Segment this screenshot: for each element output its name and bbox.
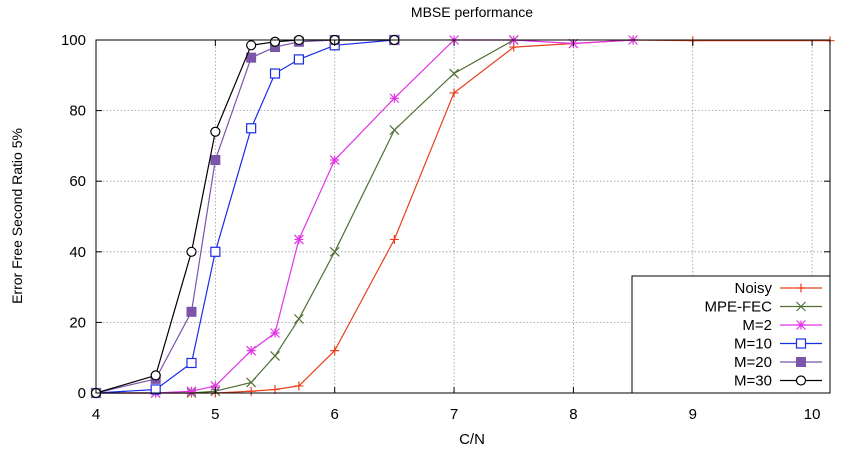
legend-box <box>631 275 831 394</box>
legend-item: Noisy <box>734 280 822 297</box>
circle-marker <box>269 36 281 47</box>
circle-marker <box>795 375 807 386</box>
y-tick-label: 100 <box>61 32 86 49</box>
series-line <box>95 39 395 394</box>
x-tick-label: 10 <box>804 406 821 423</box>
cross-marker <box>449 68 459 79</box>
legend-item: M=2 <box>742 317 822 334</box>
cross-marker <box>246 377 257 388</box>
plus-marker <box>246 386 256 396</box>
x-axis-label: C/N <box>459 431 485 448</box>
star-marker <box>796 320 806 330</box>
series-layer <box>90 34 835 399</box>
plus-marker <box>330 346 340 356</box>
x-tick-label: 8 <box>569 406 577 423</box>
cross-marker <box>796 301 806 312</box>
plus-marker <box>796 283 806 293</box>
plot-frame <box>95 39 831 394</box>
x-tick-label: 9 <box>689 406 697 423</box>
square-marker <box>246 123 257 134</box>
star-marker <box>246 345 257 356</box>
filled-square-marker <box>796 357 806 367</box>
series-4 <box>90 34 400 399</box>
star-marker <box>210 381 221 391</box>
star-marker <box>389 93 400 104</box>
cross-marker <box>329 246 340 257</box>
x-tick-label: 4 <box>92 406 100 423</box>
circle-marker <box>246 40 257 51</box>
circle-marker <box>186 246 197 257</box>
star-marker <box>293 234 304 245</box>
legend-label: M=20 <box>734 354 772 371</box>
cross-marker <box>293 313 304 324</box>
star-marker <box>329 155 340 165</box>
star-marker <box>270 328 280 338</box>
y-tick-label: 60 <box>69 173 86 190</box>
plus-marker <box>449 88 459 98</box>
legend-label: M=2 <box>742 317 772 334</box>
circle-marker <box>150 370 161 381</box>
series-6 <box>90 34 400 399</box>
x-tick-label: 5 <box>211 406 219 423</box>
cross-marker <box>270 351 280 361</box>
y-tick-label: 40 <box>69 244 86 261</box>
square-marker <box>186 357 197 369</box>
square-marker <box>293 54 304 65</box>
legend-label: MPE-FEC <box>705 299 773 316</box>
series-3 <box>91 35 638 398</box>
legend-item: M=10 <box>734 336 822 353</box>
legend-item: M=30 <box>734 373 822 390</box>
legend-item: M=20 <box>734 354 822 371</box>
series-line <box>95 39 395 394</box>
plus-marker <box>270 384 280 394</box>
legend-label: M=30 <box>734 373 772 390</box>
filled-square-marker <box>210 155 221 166</box>
star-marker <box>186 386 197 397</box>
square-marker <box>150 384 161 395</box>
square-marker <box>210 246 221 257</box>
square-marker <box>795 338 807 349</box>
y-tick-label: 80 <box>69 103 86 120</box>
legend-label: Noisy <box>734 280 772 297</box>
x-tick-label: 7 <box>450 406 458 423</box>
y-axis-label: Error Free Second Ratio 5% <box>9 128 25 304</box>
cross-marker <box>389 125 400 135</box>
square-marker <box>269 68 281 79</box>
series-line <box>95 39 395 394</box>
y-tick-label: 20 <box>69 314 86 331</box>
chart-title: MBSE performance <box>411 4 533 20</box>
plus-marker <box>389 234 399 244</box>
x-tick-label: 6 <box>331 406 339 423</box>
plus-marker <box>294 381 304 391</box>
filled-square-marker <box>186 306 197 317</box>
y-tick-label: 0 <box>78 385 86 402</box>
circle-marker <box>210 126 221 137</box>
legend-item: MPE-FEC <box>705 299 822 316</box>
series-5 <box>91 35 400 398</box>
legend-label: M=10 <box>734 336 772 353</box>
